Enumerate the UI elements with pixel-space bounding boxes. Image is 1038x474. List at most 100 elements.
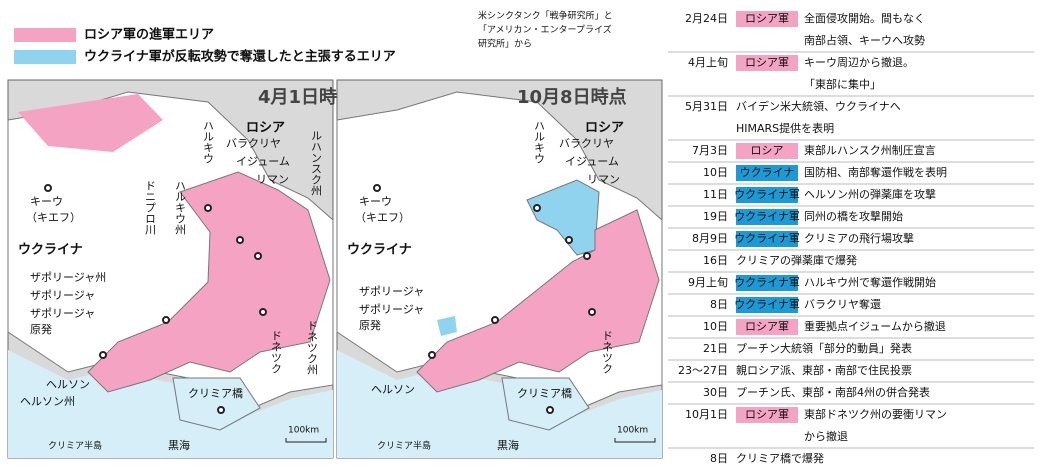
russian-advance [416,209,660,393]
event-date: 10日 [703,320,728,333]
map: 10月8日時点 ロシア ハルキウ バラクリヤ イジューム リマン キーウ （キエ… [336,79,663,459]
map-label: ロシア [246,121,285,136]
sea [8,350,333,458]
legend: ロシア軍の進軍エリア ウクライナ軍が反転攻勢で奪還したと主張するエリア [14,27,396,65]
event-text: 全面侵攻開始。間もなく [804,11,925,25]
timeline: 2月24日 ロシア軍 全面侵攻開始。間もなく南部占領、キーウへ攻勢4月上旬 ロシア軍キ… [668,11,1034,465]
map-label: イジューム [565,155,619,168]
russian-advance [87,171,331,393]
map-label: ザポリージャ [30,307,95,320]
event-tag-label: ウクライナ軍 [734,298,800,311]
scale-label: 100km [288,426,319,436]
map-label: キーウ [359,195,392,208]
event-tag-label: ウクライナ [740,166,795,179]
map-label: ドネツク [270,330,283,374]
russian-advance [18,94,163,152]
map-label: ルハンスク州 [310,130,323,196]
event-tag-label: ロシア軍 [745,320,789,333]
map-label: ドネツク [601,330,614,374]
event-text: クリミアの弾薬庫で爆発 [736,253,857,267]
crimea [501,377,590,431]
map-label: 原発 [359,318,381,332]
map-label: ドネツク州 [306,320,319,375]
map-label: ハルキウ [202,120,215,164]
source-line: 研究所」から [478,38,532,50]
legend-swatch [14,28,76,42]
event-date: 8日 [710,298,728,311]
event-text: 南部占領、キーウへ攻勢 [804,33,925,47]
event-date: 8月9日 [692,232,728,245]
event-date: 21日 [703,342,728,355]
event-text: 東部ドネツク州の要衝リマン [804,407,947,421]
event-date: 8日 [710,452,728,465]
event-text: クリミアの飛行場攻撃 [804,231,914,245]
event-text: 国防相、南部奪還作戦を表明 [804,165,947,179]
scale-label: 100km [617,426,648,436]
map-label: 黒海 [497,438,519,452]
source-line: 「アメリカン・エンタープライズ [478,24,612,36]
legend-label: ウクライナ軍が反転攻勢で奪還したと主張するエリア [84,49,396,65]
event-tag [736,231,798,247]
event-tag [736,319,798,335]
event-date: 5月31日 [685,100,728,113]
event-text: バイデン米大統領、ウクライナへ [736,99,901,113]
sea [337,350,662,458]
legend-swatch [14,50,76,64]
source-line: 米シンクタンク「戦争研究所」と [478,10,613,22]
crimea [172,377,261,431]
scale-bar [285,438,327,443]
map-label: バラクリヤ [559,137,614,150]
map-label: ヘルソン [371,383,415,396]
map-title: 10月8日時点 [517,86,627,108]
event-text: 「東部に集中」 [804,77,881,91]
map-label: クリミア橋 [517,386,572,400]
map-label: ヘルソン [46,378,90,391]
event-text: バラクリヤ奪還 [804,297,881,311]
event-tag-label: ウクライナ軍 [734,276,800,289]
event-tag-label: ウクライナ軍 [734,188,800,201]
event-tag [736,407,798,423]
event-tag-label: ウクライナ軍 [734,210,800,223]
event-date: 19日 [703,210,728,223]
event-tag-label: ロシア [751,144,784,157]
event-date: 10月1日 [685,408,728,421]
map-label: リマン [256,173,289,186]
event-date: 7月3日 [692,144,728,157]
event-text: から撤退 [804,429,848,443]
event-date: 4月上旬 [688,56,728,69]
map-label: ウクライナ [18,243,83,258]
map-label: リマン [587,173,620,186]
map-label: ヘルソン州 [20,395,75,408]
event-text: 親ロシア派、東部・南部で住民投票 [736,363,912,377]
event-date: 16日 [703,254,728,267]
event-text: 東部ルハンスク州制圧宣言 [804,143,936,157]
event-tag [736,11,798,27]
ukrainian-reclaimed [437,316,457,336]
event-date: 11日 [703,188,728,201]
source: 米シンクタンク「戦争研究所」と 「アメリカン・エンタープライズ 研究所」から [478,10,613,50]
event-text: キーウ周辺から撤退。 [804,55,914,69]
event-tag [736,275,798,291]
event-tag-label: ウクライナ軍 [734,232,800,245]
event-date: 30日 [703,386,728,399]
event-tag [736,187,798,203]
event-tag [736,297,798,313]
event-text: プーチン氏、東部・南部4州の併合発表 [736,385,930,399]
map-label: 原発 [30,322,52,336]
event-tag-label: ロシア軍 [745,408,789,421]
map-label: ザポリージャ州 [30,271,106,284]
scale-bar [614,438,656,443]
map-label: 黒海 [168,438,190,452]
event-text: 同州の橋を攻撃開始 [804,209,903,223]
map-label: イジューム [236,155,290,168]
event-tag [736,55,798,71]
event-text: ヘルソン州の弾薬庫を攻撃 [804,187,936,201]
map-label: クリミア半島 [48,440,102,452]
event-tag [736,209,798,225]
event-date: 10日 [703,166,728,179]
event-text: プーチン大統領「部分的動員」発表 [736,341,912,355]
map-label: （キエフ） [355,211,410,224]
map-label: ザポリージャ [359,285,424,298]
map-label: （キエフ） [26,211,81,224]
